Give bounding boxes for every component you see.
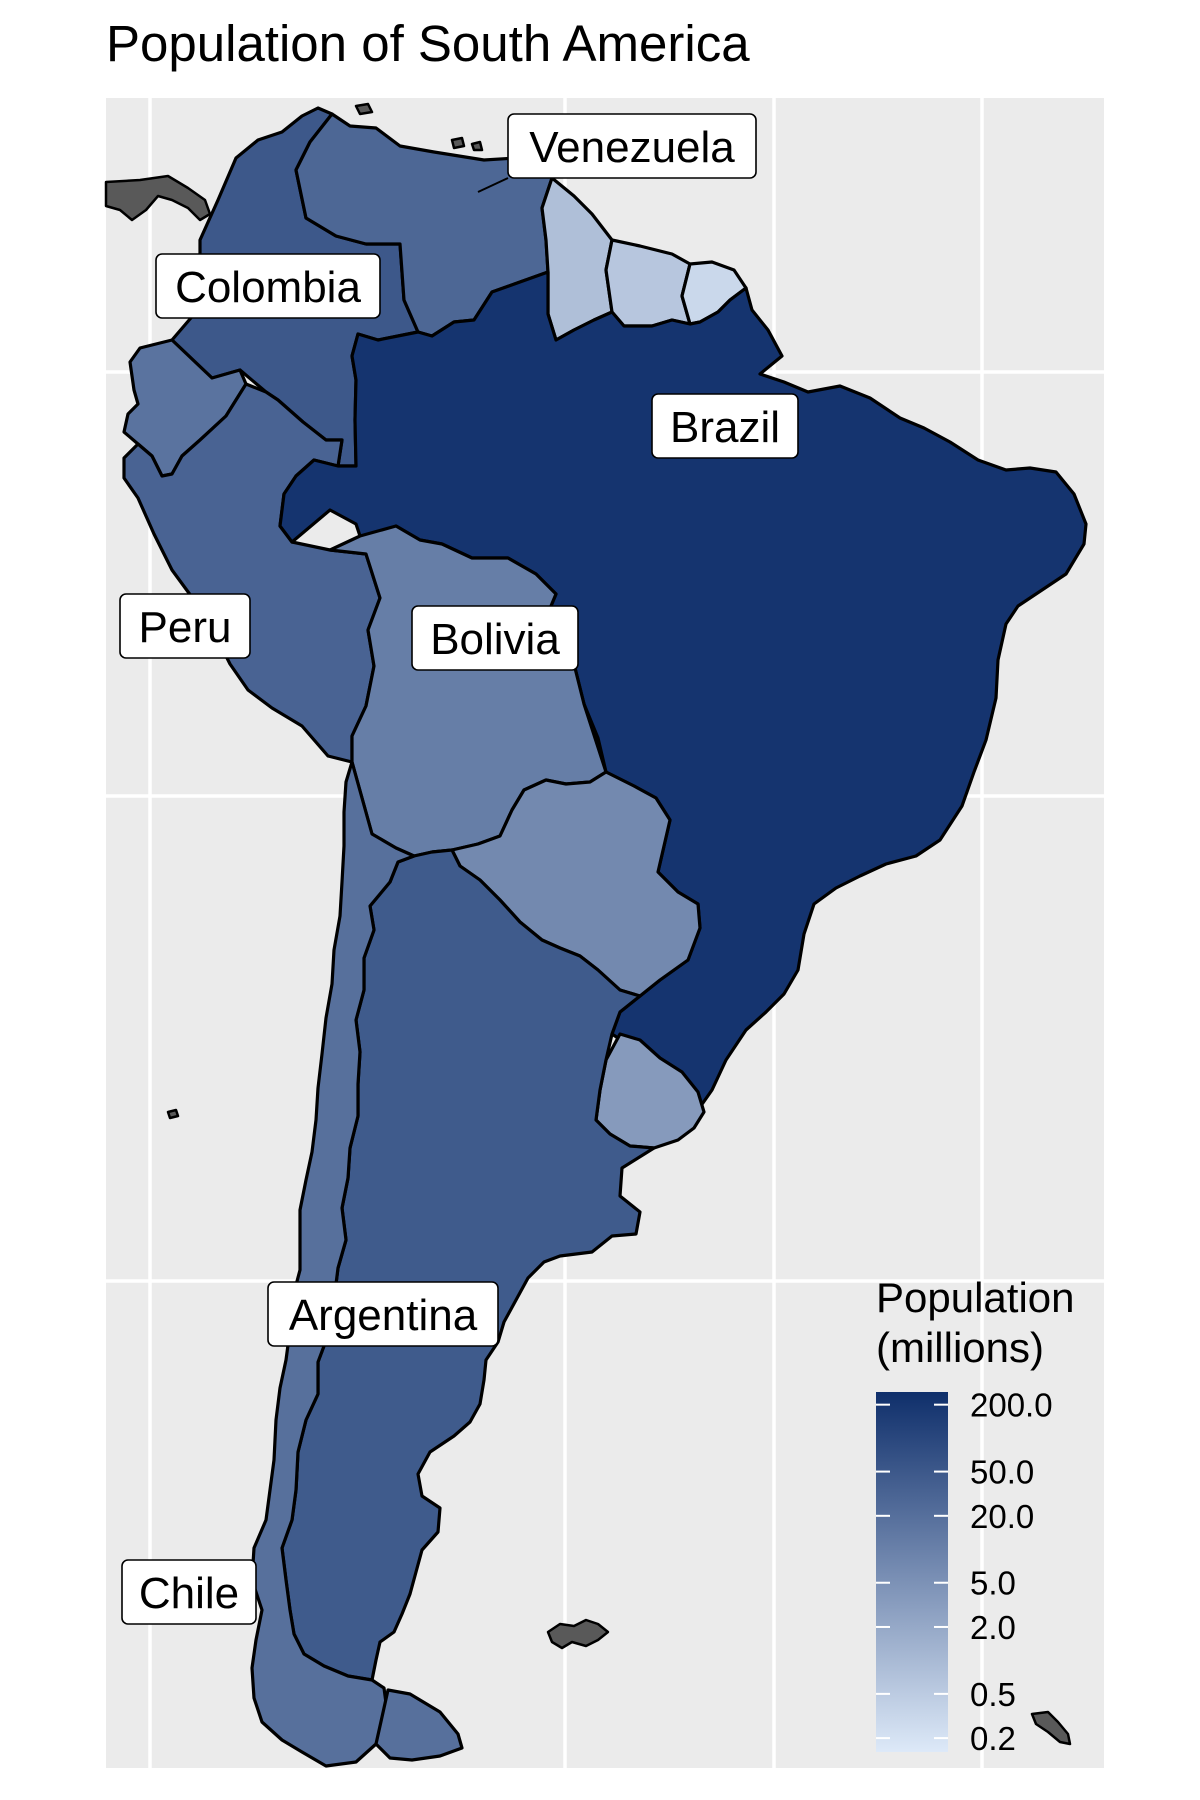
label-box [155,253,381,319]
legend: Population (millions) 200.0 50.0 20.0 5.0 2.… [876,1274,1075,1757]
label-text: Peru [139,603,232,652]
legend-ticks: 200.0 50.0 20.0 5.0 2.0 0.5 0.2 [876,1387,1053,1757]
falklands-shape [546,1618,610,1650]
legend-tick-label: 200.0 [970,1387,1053,1424]
label-text: Bolivia [430,615,560,664]
label-colombia: Colombia [155,253,381,319]
islet-shape [166,1108,180,1120]
legend-tick-label: 2.0 [970,1609,1016,1646]
label-leader-line [477,177,509,193]
other-land [104,102,1072,1746]
legend-tick-label: 0.2 [970,1720,1016,1757]
map-title: Population of South America [106,15,750,72]
label-venezuela: Venezuela [507,113,757,179]
label-bolivia: Bolivia [411,605,579,671]
label-box [119,593,251,659]
legend-tick-label: 50.0 [970,1454,1034,1491]
legend-tick-label: 20.0 [970,1498,1034,1535]
label-box [651,393,799,459]
islet-shape [354,102,374,116]
country-chile-tierra-del-fuego-shape[interactable] [374,1688,464,1762]
label-chile: Chile [121,1559,257,1625]
legend-tick-label: 5.0 [970,1565,1016,1602]
country-labels: Venezuela Colombia Brazil Peru Bolivia A… [119,113,799,1625]
label-text: Argentina [289,1291,478,1340]
label-brazil: Brazil [651,393,799,459]
label-box [267,1281,499,1347]
central-america-shape [104,174,212,222]
south-georgia-shape [1030,1710,1072,1746]
label-argentina: Argentina [267,1281,499,1347]
legend-tick-label: 0.5 [970,1676,1016,1713]
label-text: Brazil [670,403,780,452]
label-box [411,605,579,671]
label-text: Colombia [175,263,361,312]
label-text: Chile [139,1569,239,1618]
legend-title-line1: Population [876,1274,1075,1321]
islet-shape [470,140,484,152]
label-box [121,1559,257,1625]
label-text: Venezuela [529,123,735,172]
label-box [507,113,757,179]
islet-shape [450,136,466,150]
legend-colorbar [876,1392,948,1752]
label-peru: Peru [119,593,251,659]
legend-title-line2: (millions) [876,1324,1044,1371]
